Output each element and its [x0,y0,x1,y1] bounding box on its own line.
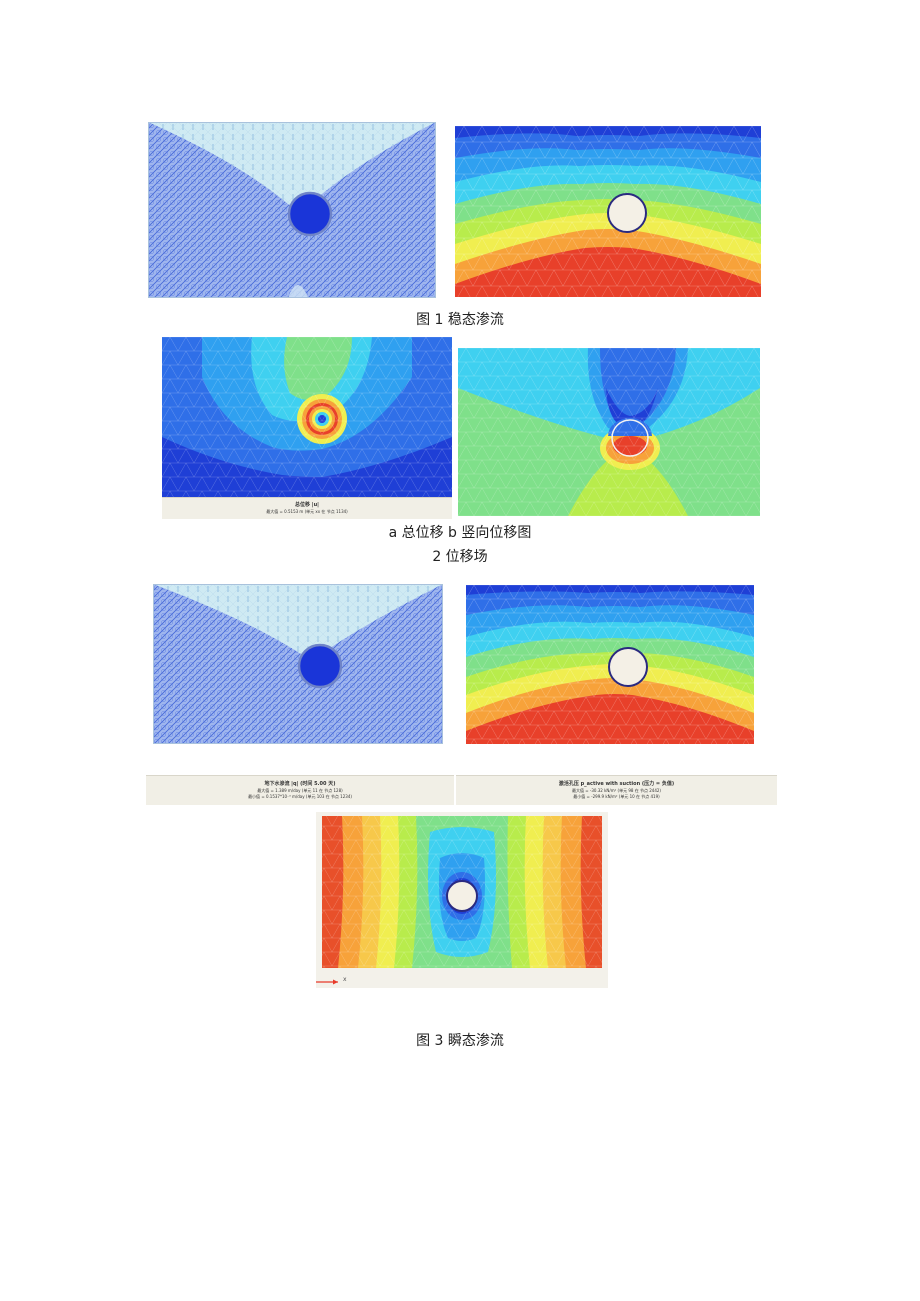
fig1-flow-vector-plot [148,122,436,298]
fig2-caption-line1: a 总位移 b 竖向位移图 [388,525,532,541]
fig2-vertical-displacement-contour [458,348,760,516]
fig2-caption-line2: 2 位移场 [432,549,488,565]
fig2-left-legend: 总位移 |u| 最大值 = 0.5153 m (单元 xx 在 节点 1134) [162,497,452,519]
fig3-legend-right: 激活孔压 p_active with suction (压力 = 负值) 最大值… [456,775,777,805]
fig2-legend-max: 最大值 = 0.5153 m (单元 xx 在 节点 1134) [266,509,348,514]
fig3-caption: 图 3 瞬态渗流 [416,1033,504,1049]
fig3-pore-pressure-contour [466,585,754,744]
fig2-legend-title: 总位移 |u| [295,502,319,508]
fig3-flow-vector-plot [153,584,443,744]
fig3-head-contour: x [316,812,608,988]
fig3-legend-right-title: 激活孔压 p_active with suction (压力 = 负值) [558,781,675,787]
fig3-legend-left-title: 地下水渗流 |q| (时间 5.00 天) [264,781,336,787]
fig2-total-displacement-contour: 总位移 |u| 最大值 = 0.5153 m (单元 xx 在 节点 1134) [162,337,452,519]
fig3-legend-right-max: 最大值 = -30.32 kN/m² (单元 98 在 节点 2442) [572,788,661,793]
fig3-legend-right-min: 最小值 = -299.9 kN/m² (单元 10 在 节点 419) [573,794,660,799]
fig1-pore-pressure-contour [455,126,761,297]
fig1-caption: 图 1 稳态渗流 [416,312,504,328]
fig3-legend-left-min: 最小值 = 0.1537*10⁻³ m/day (单元 103 在 节点 123… [248,794,352,799]
fig3-legend-left: 地下水渗流 |q| (时间 5.00 天) 最大值 = 1.389 m/day … [146,775,454,805]
fig3-legend-left-max: 最大值 = 1.389 m/day (单元 11 在 节点 128) [257,788,343,793]
fig3-axis-label: x [343,976,347,983]
